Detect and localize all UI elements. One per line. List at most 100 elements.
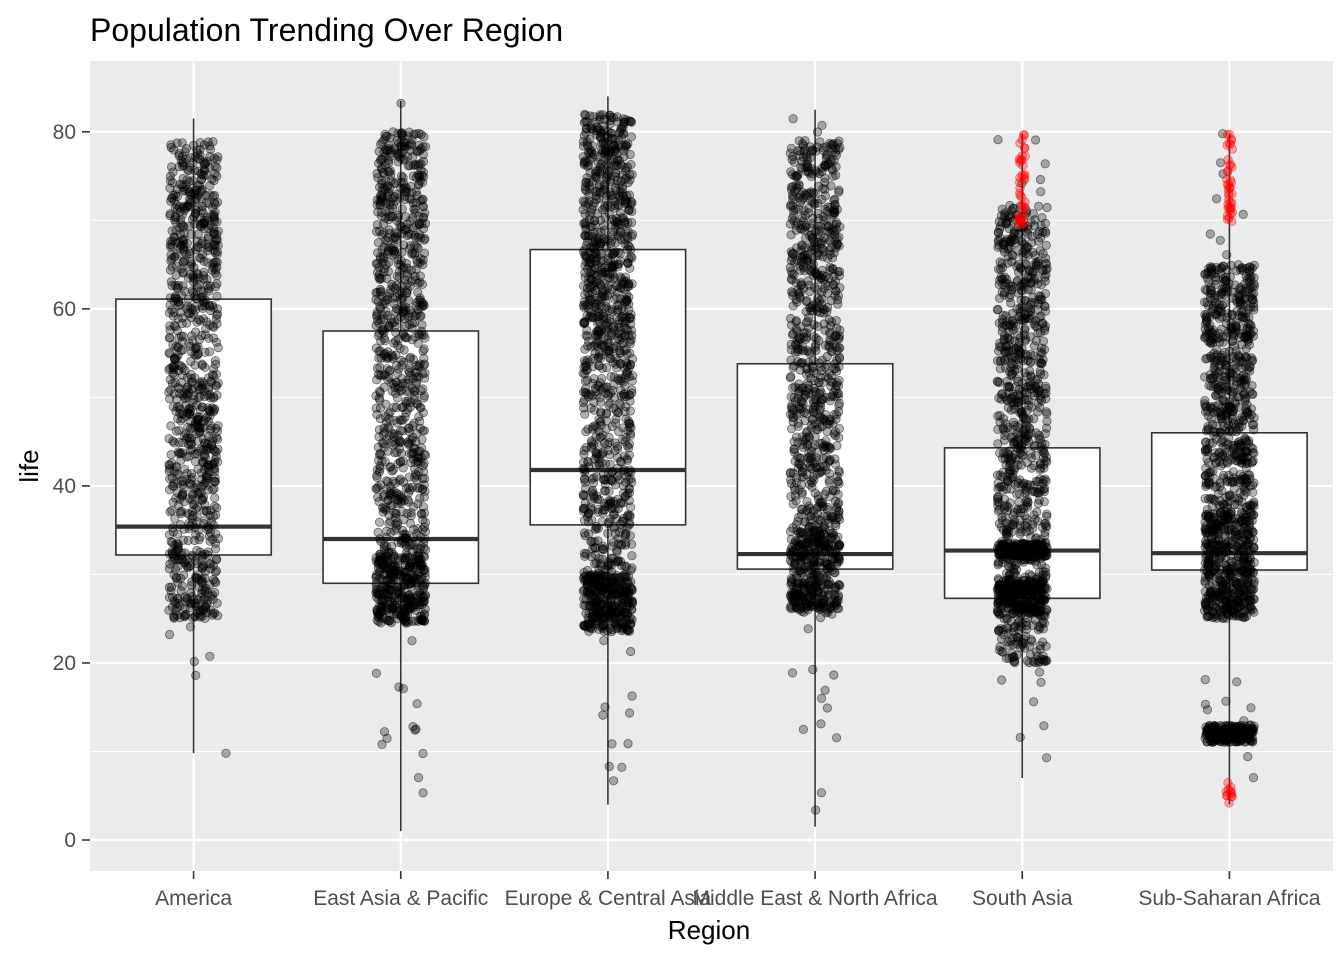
- data-point: [804, 625, 812, 633]
- data-point: [206, 652, 214, 660]
- data-point: [186, 623, 194, 631]
- data-point: [415, 160, 423, 168]
- data-point: [835, 332, 843, 340]
- data-point: [580, 516, 588, 524]
- data-point: [167, 143, 175, 151]
- data-point: [191, 523, 199, 531]
- data-point: [384, 156, 392, 164]
- data-point: [789, 291, 797, 299]
- data-point: [406, 353, 414, 361]
- data-point: [618, 133, 626, 141]
- data-point: [222, 749, 230, 757]
- data-point: [823, 303, 831, 311]
- data-point: [197, 578, 205, 586]
- data-point: [826, 443, 834, 451]
- data-point: [592, 173, 600, 181]
- data-point: [182, 562, 190, 570]
- chart-title: Population Trending Over Region: [90, 12, 563, 48]
- data-point: [414, 570, 422, 578]
- data-point: [615, 600, 623, 608]
- data-point: [170, 355, 178, 363]
- data-point: [214, 612, 222, 620]
- data-point: [212, 381, 220, 389]
- data-point: [582, 253, 590, 261]
- data-point: [417, 616, 425, 624]
- data-point: [192, 671, 200, 679]
- data-point: [622, 415, 630, 423]
- data-point: [831, 148, 839, 156]
- data-point: [411, 205, 419, 213]
- data-point: [421, 527, 429, 535]
- data-point: [584, 614, 592, 622]
- data-point: [418, 219, 426, 227]
- data-point: [628, 230, 636, 238]
- data-point: [386, 408, 394, 416]
- data-point: [617, 284, 625, 292]
- data-point: [625, 709, 633, 717]
- data-point: [203, 213, 211, 221]
- data-point: [787, 492, 795, 500]
- data-point: [601, 703, 609, 711]
- data-point: [591, 217, 599, 225]
- data-point: [187, 154, 195, 162]
- data-point: [590, 544, 598, 552]
- data-point: [580, 319, 588, 327]
- data-point: [802, 329, 810, 337]
- data-point: [212, 578, 220, 586]
- data-point: [585, 274, 593, 282]
- data-point: [828, 318, 836, 326]
- data-point: [827, 382, 835, 390]
- data-point: [600, 636, 608, 644]
- data-point: [825, 577, 833, 585]
- data-point: [821, 174, 829, 182]
- data-point: [787, 267, 795, 275]
- data-point: [394, 158, 402, 166]
- data-point: [390, 491, 398, 499]
- data-point: [209, 595, 217, 603]
- data-point: [178, 346, 186, 354]
- data-point: [598, 149, 606, 157]
- data-point: [618, 763, 626, 771]
- data-point: [399, 685, 407, 693]
- data-point: [585, 589, 593, 597]
- data-point: [826, 397, 834, 405]
- data-point: [166, 184, 174, 192]
- data-point: [180, 525, 188, 533]
- data-point: [169, 237, 177, 245]
- data-point: [188, 215, 196, 223]
- data-point: [397, 99, 405, 107]
- data-point: [625, 255, 633, 263]
- data-point: [169, 369, 177, 377]
- data-point: [601, 502, 609, 510]
- data-point: [613, 214, 621, 222]
- data-point: [390, 247, 398, 255]
- data-point: [401, 568, 409, 576]
- data-point: [180, 245, 188, 253]
- data-point: [398, 129, 406, 137]
- data-point: [593, 390, 601, 398]
- data-point: [382, 177, 390, 185]
- data-point: [411, 726, 419, 734]
- data-point: [390, 430, 398, 438]
- data-point: [201, 450, 209, 458]
- data-point: [832, 219, 840, 227]
- data-point: [188, 473, 196, 481]
- data-point: [191, 450, 199, 458]
- data-point: [376, 404, 384, 412]
- data-point: [376, 389, 384, 397]
- data-point: [168, 227, 176, 235]
- data-point: [623, 456, 631, 464]
- data-point: [420, 493, 428, 501]
- data-point: [581, 552, 589, 560]
- data-point: [802, 604, 810, 612]
- data-point: [180, 229, 188, 237]
- data-point: [189, 511, 197, 519]
- data-point: [581, 532, 589, 540]
- data-point: [835, 515, 843, 523]
- data-point: [385, 321, 393, 329]
- data-point: [383, 311, 391, 319]
- data-point: [375, 273, 383, 281]
- data-point: [806, 516, 814, 524]
- data-point: [996, 258, 1004, 266]
- data-point: [398, 427, 406, 435]
